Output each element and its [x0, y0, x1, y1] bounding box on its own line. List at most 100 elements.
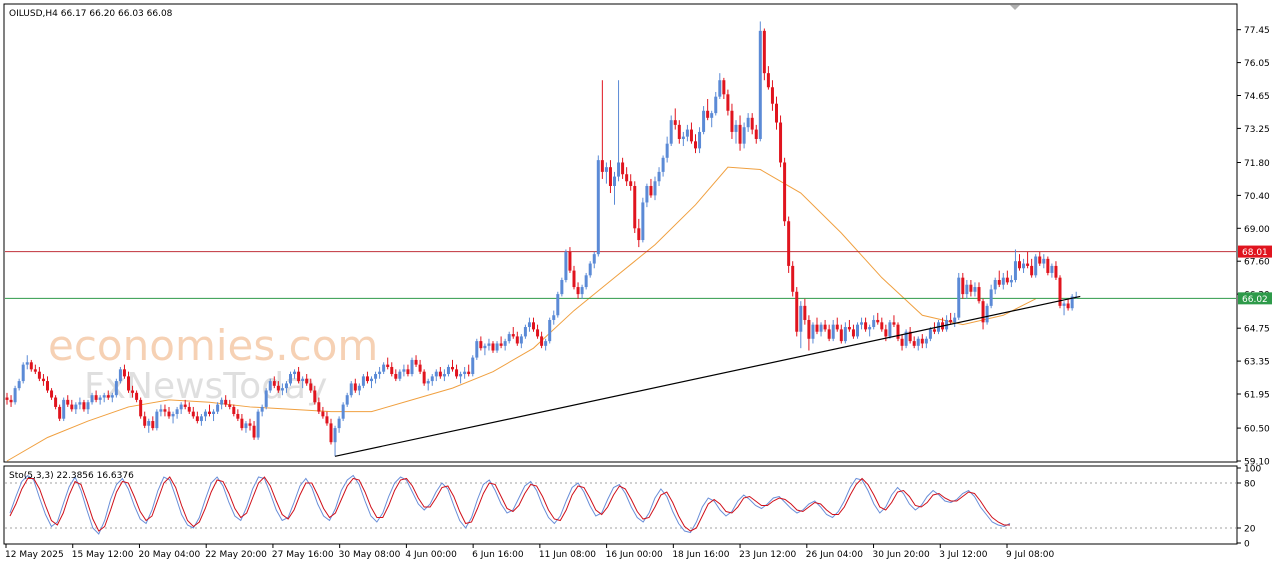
candle-body [831, 324, 835, 339]
stochastic-signal-line [9, 476, 1010, 532]
candle-body [920, 338, 924, 344]
candle-body [139, 399, 143, 417]
time-tick-label: 3 Jul 12:00 [939, 550, 988, 560]
candle-body [766, 73, 770, 88]
candle-body [718, 80, 722, 97]
candle-body [722, 80, 726, 95]
candle-body [455, 369, 459, 377]
candle-body [629, 181, 633, 186]
candle-body [973, 287, 977, 292]
candle-body [135, 392, 139, 400]
candle-body [548, 319, 552, 342]
candle-body [969, 284, 973, 292]
candle-body [847, 327, 851, 330]
candle-body [503, 341, 507, 346]
time-tick-label: 18 Jun 16:00 [672, 550, 729, 560]
main-pane-frame [3, 3, 1238, 463]
candle-body [864, 322, 868, 330]
price-tick-label: 64.75 [1244, 325, 1270, 335]
trendline-layer [334, 295, 1081, 457]
candle-body [916, 338, 920, 346]
moving-average-line [6, 166, 1036, 462]
support-level-label: 66.02 [1242, 295, 1268, 305]
candle-body [309, 383, 313, 391]
candle-body [127, 376, 130, 391]
ascending-trendline [334, 295, 1081, 457]
candle-body [730, 110, 734, 132]
candle-body [13, 388, 17, 403]
candle-body [673, 120, 677, 125]
candle-body [17, 381, 21, 389]
candle-body [807, 319, 811, 339]
candle-body [163, 409, 167, 412]
candle-body [746, 117, 750, 128]
candle-body [523, 327, 527, 337]
chart-shift-marker-icon[interactable] [1010, 5, 1020, 10]
time-tick-label: 6 Jun 16:00 [472, 550, 524, 560]
candle-body [143, 416, 147, 426]
candle-body [475, 341, 479, 358]
candle-body [872, 319, 876, 328]
candle-body [426, 381, 430, 384]
candle-body [819, 324, 823, 332]
candle-body [1050, 265, 1054, 273]
candle-body [317, 402, 321, 412]
candle-body [216, 404, 220, 412]
candle-body [220, 399, 224, 405]
candle-body [179, 404, 183, 410]
candle-body [337, 418, 341, 429]
candle-body [410, 359, 414, 375]
candle-body [418, 364, 422, 372]
candle-body [305, 378, 309, 384]
candle-body [272, 381, 276, 386]
candle-body [556, 294, 560, 316]
candle-body [422, 371, 426, 384]
osc-tick-label: 80 [1244, 480, 1256, 490]
candle-body [276, 385, 280, 391]
candle-body [41, 378, 45, 382]
candle-body [491, 343, 495, 351]
candle-body [102, 395, 106, 398]
candle-body [993, 280, 997, 290]
candle-body [572, 270, 576, 288]
time-tick-label: 12 May 2025 [5, 550, 64, 560]
candle-body [519, 336, 523, 344]
candle-body [868, 327, 872, 330]
candle-body [33, 369, 37, 372]
candle-body [9, 399, 13, 403]
time-axis: 12 May 2025 15 May 12:00 20 May 04:00 22 Ma… [5, 544, 1055, 560]
candle-body [487, 343, 491, 346]
price-tick-label: 67.60 [1244, 258, 1270, 268]
candle-body [884, 329, 888, 337]
candle-body [783, 162, 787, 222]
candle-body [665, 143, 669, 158]
candle-body [1034, 256, 1038, 276]
candle-body [511, 334, 515, 337]
price-tick-label: 74.65 [1244, 92, 1270, 102]
candle-body [29, 362, 33, 370]
price-tick-label: 60.50 [1244, 425, 1270, 435]
candle-body [600, 160, 604, 172]
candle-body [167, 411, 171, 417]
candle-body [536, 329, 540, 337]
candle-body [155, 411, 159, 429]
candle-body [856, 324, 859, 337]
candle-body [896, 324, 900, 339]
price-tick-label: 71.80 [1244, 159, 1270, 169]
candle-body [70, 404, 74, 410]
candle-body [341, 404, 345, 419]
candle-body [159, 409, 163, 412]
candle-body [378, 371, 382, 375]
candle-body [357, 385, 361, 391]
osc-tick-label: 0 [1244, 540, 1250, 550]
candle-body [374, 374, 378, 379]
candle-body [248, 423, 252, 426]
candle-body [621, 162, 625, 175]
time-tick-label: 16 Jun 00:00 [606, 550, 663, 560]
candle-body [742, 127, 746, 144]
candle-body [912, 341, 916, 346]
time-tick-label: 22 May 20:00 [205, 550, 267, 560]
candle-body [706, 110, 710, 118]
candle-body [402, 369, 406, 372]
